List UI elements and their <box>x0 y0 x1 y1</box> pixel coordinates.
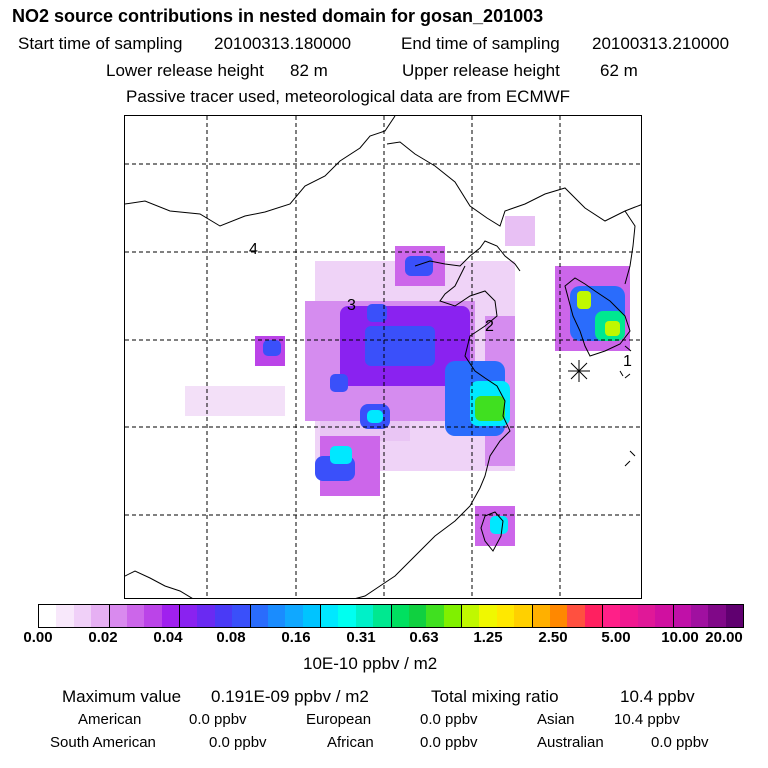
region-label-1: 1 <box>623 353 632 370</box>
legend-tick: 1.25 <box>473 629 503 646</box>
lower-height-value: 82 m <box>290 61 328 80</box>
legend-swatch <box>180 605 198 627</box>
legend-swatch <box>426 605 444 627</box>
australian-label: Australian <box>537 734 604 751</box>
legend-tick: 20.00 <box>705 629 743 646</box>
legend-tick: 0.31 <box>346 629 376 646</box>
legend-swatch <box>355 605 374 627</box>
legend-swatch <box>603 605 621 627</box>
legend-swatch <box>725 605 743 627</box>
coastlines <box>125 116 641 598</box>
legend-swatch <box>91 605 110 627</box>
region-label-4: 4 <box>249 241 258 258</box>
legend-swatch <box>161 605 180 627</box>
legend-tick: 5.00 <box>601 629 631 646</box>
legend-swatch <box>673 605 691 627</box>
legend-swatch <box>391 605 409 627</box>
legend-tick: 10.00 <box>661 629 699 646</box>
legend-swatch <box>690 605 709 627</box>
legend-tick: 0.04 <box>153 629 183 646</box>
end-time-label: End time of sampling <box>401 34 560 53</box>
legend-tick: 0.16 <box>281 629 311 646</box>
legend-swatch <box>549 605 568 627</box>
legend-unit: 10E-10 ppbv / m2 <box>303 654 438 673</box>
legend-swatch <box>514 605 533 627</box>
legend-swatch <box>408 605 427 627</box>
map-canvas: 1 2 3 4 <box>125 116 641 598</box>
plume-layer <box>185 216 630 546</box>
legend-swatch <box>109 605 127 627</box>
asian-label: Asian <box>537 711 575 728</box>
american-label: American <box>78 711 142 728</box>
legend-swatch <box>620 605 638 627</box>
legend-swatch <box>267 605 286 627</box>
legend-tick: 0.00 <box>23 629 53 646</box>
legend-swatch <box>285 605 303 627</box>
region-label-3: 3 <box>347 297 356 314</box>
legend-swatch <box>584 605 603 627</box>
legend-swatch <box>73 605 92 627</box>
legend-swatch <box>708 605 726 627</box>
upper-height-value: 62 m <box>600 61 638 80</box>
legend-swatch <box>321 605 339 627</box>
legend-tick: 2.50 <box>538 629 568 646</box>
australian-value: 0.0 ppbv <box>651 734 709 751</box>
color-scale-bar <box>38 604 744 628</box>
legend-tick: 0.08 <box>216 629 246 646</box>
page-title: NO2 source contributions in nested domai… <box>12 6 544 26</box>
legend-swatch <box>532 605 550 627</box>
legend-swatch <box>479 605 497 627</box>
legend-swatch <box>144 605 162 627</box>
legend-swatch <box>39 605 57 627</box>
legend-swatch <box>496 605 515 627</box>
legend-swatch <box>655 605 674 627</box>
receptor-marker-icon <box>568 360 590 382</box>
legend-swatch <box>250 605 268 627</box>
max-value: 0.191E-09 ppbv / m2 <box>211 687 369 706</box>
start-time-label: Start time of sampling <box>18 34 183 53</box>
south-american-value: 0.0 ppbv <box>209 734 267 751</box>
south-american-label: South American <box>50 734 156 751</box>
contribution-map: 1 2 3 4 <box>124 115 642 599</box>
legend-swatch <box>126 605 145 627</box>
legend-swatch <box>232 605 251 627</box>
legend-swatch <box>214 605 233 627</box>
asian-value: 10.4 ppbv <box>614 711 680 728</box>
total-mixing-value: 10.4 ppbv <box>620 687 695 706</box>
start-time-value: 20100313.180000 <box>214 34 352 53</box>
african-value: 0.0 ppbv <box>420 734 478 751</box>
tracer-note: Passive tracer used, meteorological data… <box>126 87 571 106</box>
european-value: 0.0 ppbv <box>420 711 478 728</box>
european-label: European <box>306 711 372 728</box>
legend-tick: 0.63 <box>409 629 439 646</box>
lower-height-label: Lower release height <box>106 61 264 80</box>
legend-swatch <box>302 605 321 627</box>
african-label: African <box>327 734 374 751</box>
legend-swatch <box>637 605 656 627</box>
legend-swatch <box>373 605 392 627</box>
legend-swatch <box>56 605 74 627</box>
american-value: 0.0 ppbv <box>189 711 247 728</box>
total-mixing-label: Total mixing ratio <box>431 687 559 706</box>
max-value-label: Maximum value <box>62 687 182 706</box>
legend-tick: 0.02 <box>88 629 118 646</box>
legend-swatch <box>567 605 585 627</box>
legend-swatch <box>338 605 356 627</box>
region-label-2: 2 <box>485 318 494 335</box>
legend-swatch <box>197 605 215 627</box>
upper-height-label: Upper release height <box>402 61 560 80</box>
legend-swatch <box>443 605 462 627</box>
end-time-value: 20100313.210000 <box>592 34 730 53</box>
legend-swatch <box>462 605 480 627</box>
